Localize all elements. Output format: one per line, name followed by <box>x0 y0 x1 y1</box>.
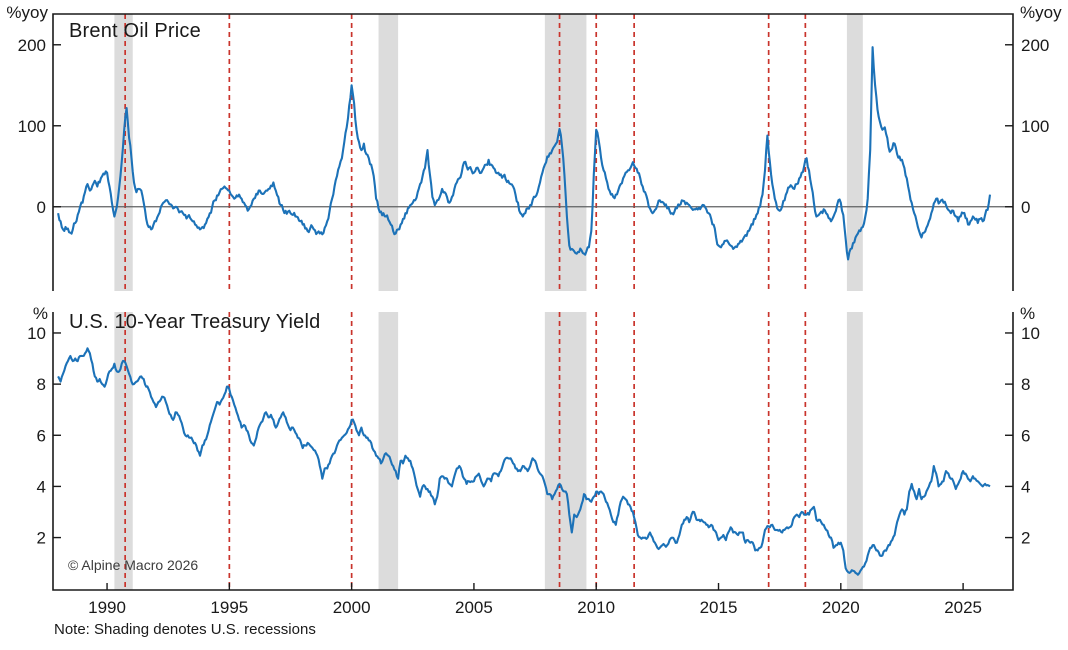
x-tick-label: 2005 <box>455 598 493 617</box>
y-tick-label: 4 <box>37 477 46 496</box>
unit-label: % <box>1020 304 1035 323</box>
panel-frame <box>52 13 1014 291</box>
x-tick-label: 2025 <box>944 598 982 617</box>
y-tick-label: 6 <box>37 426 46 445</box>
x-tick-label: 2020 <box>822 598 860 617</box>
recession-band <box>846 14 863 291</box>
x-tick-label: 1995 <box>210 598 248 617</box>
recession-band <box>544 312 587 590</box>
copyright-label: © Alpine Macro 2026 <box>68 557 199 573</box>
y-tick-label: 6 <box>1021 426 1030 445</box>
y-tick-label: 100 <box>18 117 46 136</box>
y-tick-label: 200 <box>18 36 46 55</box>
unit-label: %yoy <box>1020 3 1062 22</box>
recession-note: Note: Shading denotes U.S. recessions <box>54 621 316 638</box>
recession-band <box>846 312 863 590</box>
y-tick-label: 0 <box>1021 198 1030 217</box>
x-tick-label: 2010 <box>577 598 615 617</box>
unit-label: %yoy <box>6 3 48 22</box>
y-tick-label: 4 <box>1021 477 1030 496</box>
y-tick-label: 8 <box>37 375 46 394</box>
treasury-yield-line <box>57 347 991 576</box>
x-tick-label: 2000 <box>333 598 371 617</box>
x-tick-label: 2015 <box>700 598 738 617</box>
y-tick-label: 8 <box>1021 375 1030 394</box>
brent-oil-line <box>57 46 992 261</box>
x-tick-label: 1990 <box>88 598 126 617</box>
y-tick-label: 10 <box>1021 324 1040 343</box>
treasury-yield-title: U.S. 10-Year Treasury Yield <box>69 311 321 333</box>
unit-label: % <box>33 304 48 323</box>
brent-oil-title: Brent Oil Price <box>69 20 201 42</box>
y-tick-label: 10 <box>27 324 46 343</box>
recession-band <box>114 312 133 590</box>
recession-band <box>378 14 399 291</box>
y-tick-label: 2 <box>37 529 46 548</box>
y-tick-label: 200 <box>1021 36 1049 55</box>
y-tick-label: 0 <box>37 198 46 217</box>
recession-band <box>378 312 399 590</box>
y-tick-label: 2 <box>1021 529 1030 548</box>
panel-frame <box>52 312 1014 591</box>
y-tick-label: 100 <box>1021 117 1049 136</box>
